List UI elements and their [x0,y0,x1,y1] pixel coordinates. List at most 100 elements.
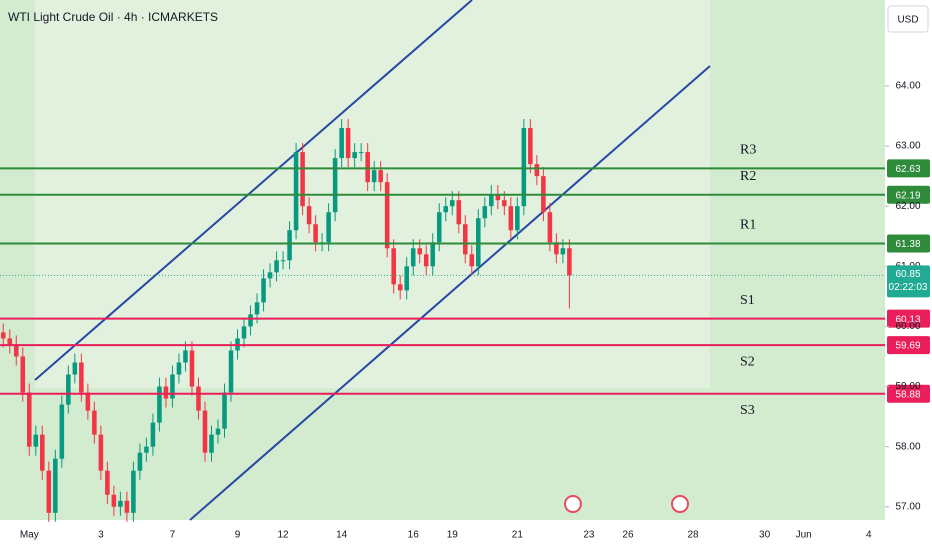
candle-body [300,152,305,207]
currency-button[interactable] [887,5,929,33]
x-tick-label: Jun [796,530,812,541]
level-name: R3 [740,143,756,158]
x-tick-label: 16 [408,530,420,541]
candle-body [215,428,221,435]
x-tick-label: 28 [687,530,699,541]
candle-body [378,170,383,183]
time-axis [0,520,885,550]
level-price-box [887,185,930,204]
candle-body [417,248,423,255]
candle-body [66,374,71,405]
level-price-label: 62.19 [895,190,920,201]
candle-body [397,284,403,291]
candle-body [241,326,247,339]
candle-body [339,128,344,159]
candle-body [40,434,45,471]
candle-body [150,422,156,447]
level-name: S2 [740,354,755,369]
candle-body [124,500,130,513]
candle-body [189,350,195,387]
candle-body [469,254,475,267]
candle-body [170,374,175,399]
candle-body [345,128,351,159]
candle-body [358,152,364,154]
candle-body [449,200,455,207]
candle-body [560,248,566,255]
level-price-label: 61.38 [895,239,920,250]
candle-body [111,494,117,507]
candle-body [183,350,188,363]
candle-body [7,338,13,345]
candle-body [228,350,234,393]
candle-body [92,410,97,435]
candle-body [248,314,253,327]
candle-body [384,182,390,249]
candle-body [482,206,488,219]
candle-body [326,212,331,243]
y-tick-label: 63.00 [895,141,920,152]
candle-body [436,212,442,243]
candle-body [528,128,533,165]
candle-body [567,248,572,276]
candle-body [534,164,540,177]
candle-body [261,278,266,303]
x-tick-label: 14 [336,530,348,541]
level-price-label: 62.63 [895,164,920,175]
level-name: R2 [740,169,756,184]
candle-body [222,392,227,429]
candle-body [293,152,299,231]
candle-body [332,158,338,213]
level-name: S1 [740,293,755,308]
candle-body [476,218,481,267]
candle-body [423,254,429,267]
level-name: S3 [740,403,755,418]
candle-body [85,392,91,411]
y-tick-label: 64.00 [895,81,920,92]
candle-body [554,242,559,255]
candle-body [209,434,214,453]
x-tick-label: 30 [759,530,771,541]
x-tick-label: 12 [278,530,290,541]
x-tick-label: 4 [866,530,872,541]
candle-body [404,266,409,291]
candle-body [371,170,377,183]
candle-body [280,260,286,262]
y-tick-label: 59.00 [895,381,920,392]
candle-body [98,434,104,471]
candle-body [33,434,39,447]
candle-body [196,386,201,411]
candle-body [313,224,318,243]
candle-body [443,206,449,213]
candle-body [105,470,110,495]
candle-body [13,344,19,357]
candle-body [59,404,65,459]
last-price-label: 60.85 [895,269,920,280]
candle-body [430,242,436,267]
x-tick-label: May [20,530,39,541]
candle-body [163,386,169,399]
candle-body [20,356,26,393]
candle-body [495,194,501,201]
candle-body [131,470,136,513]
currency-label[interactable]: USD [897,15,918,26]
candle-body [118,500,123,507]
y-tick-label: 62.00 [895,201,920,212]
last-price-box [887,265,930,298]
candle-body [144,446,149,453]
level-price-box [887,336,930,355]
candle-body [502,200,507,207]
candle-body [391,248,396,285]
candle-body [137,452,143,471]
candle-body [287,230,292,261]
candle-body [306,206,312,225]
channel-lower [189,65,711,521]
x-tick-label: 23 [583,530,595,541]
candle-body [254,302,260,315]
x-tick-label: 26 [622,530,634,541]
channel-upper [34,0,473,381]
candle-body [462,224,468,255]
candle-body [157,386,162,423]
candle-body [352,152,357,159]
candle-body [365,152,370,183]
candle-body [202,410,208,453]
